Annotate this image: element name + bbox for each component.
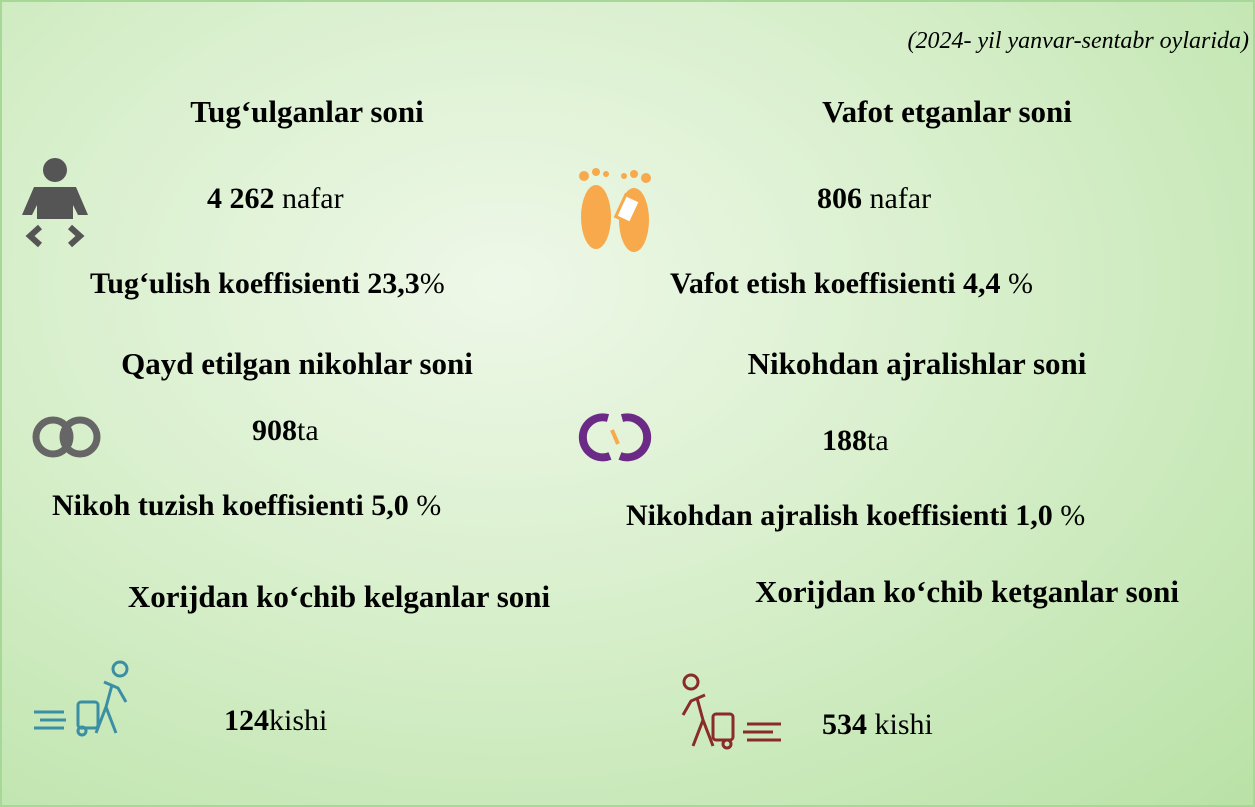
unit: ta — [297, 414, 319, 447]
coefficient: Nikohdan ajralish koeffisienti 1,0 % — [626, 499, 1085, 533]
coefficient-label: Nikoh tuzish koeffisienti — [52, 489, 364, 522]
coefficient-value: 1,0 — [1015, 499, 1053, 532]
value: 124 — [224, 704, 269, 737]
value: 534 — [822, 708, 867, 741]
coefficient: Tug‘ulish koeffisienti 23,3% — [90, 267, 445, 301]
feet-icon — [579, 168, 651, 252]
subtitle: (2024- yil yanvar-sentabr oylarida) — [907, 28, 1249, 54]
coefficient-value: 23,3 — [367, 267, 420, 300]
section-title: Xorijdan ko‘chib ketganlar soni — [754, 574, 1180, 609]
value-line: 534 kishi — [822, 708, 933, 742]
value-line: 908ta — [252, 414, 319, 448]
section-title: Qayd etilgan nikohlar soni — [121, 346, 473, 381]
rings-icon — [32, 416, 101, 458]
value-line: 4 262 nafar — [207, 182, 344, 216]
section-title: Vafot etganlar soni — [822, 94, 1072, 129]
value-line: 188ta — [822, 424, 889, 458]
coefficient: Vafot etish koeffisienti 4,4 % — [670, 267, 1033, 301]
coefficient-value: 5,0 — [371, 489, 409, 522]
coefficient-label: Vafot etish koeffisienti — [670, 267, 956, 300]
coefficient-label: Tug‘ulish koeffisienti — [90, 267, 360, 300]
unit: nafar — [282, 182, 344, 215]
unit: nafar — [869, 182, 932, 215]
coefficient-value: 4,4 — [963, 267, 1001, 300]
section-title: Nikohdan ajralishlar soni — [747, 346, 1087, 381]
value: 4 262 — [207, 182, 275, 215]
value: 806 — [817, 182, 862, 215]
value-line: 806 nafar — [817, 182, 931, 216]
unit: kishi — [874, 708, 933, 741]
baby-icon — [22, 158, 88, 248]
coefficient-unit: % — [1008, 267, 1034, 300]
coefficient-unit: % — [1060, 499, 1086, 532]
unit: ta — [867, 424, 889, 457]
coefficient-unit: % — [416, 489, 442, 522]
coefficient-label: Nikohdan ajralish koeffisienti — [626, 499, 1008, 532]
section-title: Xorijdan ko‘chib kelganlar soni — [127, 579, 551, 614]
departure-icon — [681, 673, 781, 750]
value: 188 — [822, 424, 867, 457]
value: 908 — [252, 414, 297, 447]
coefficient: Nikoh tuzish koeffisienti 5,0 % — [52, 489, 441, 523]
value-line: 124kishi — [224, 704, 327, 738]
unit: kishi — [269, 704, 328, 737]
coefficient-unit: % — [419, 267, 445, 300]
section-title: Tug‘ulganlar soni — [190, 94, 424, 129]
broken-rings-icon — [578, 413, 652, 462]
arrival-icon — [34, 660, 129, 737]
